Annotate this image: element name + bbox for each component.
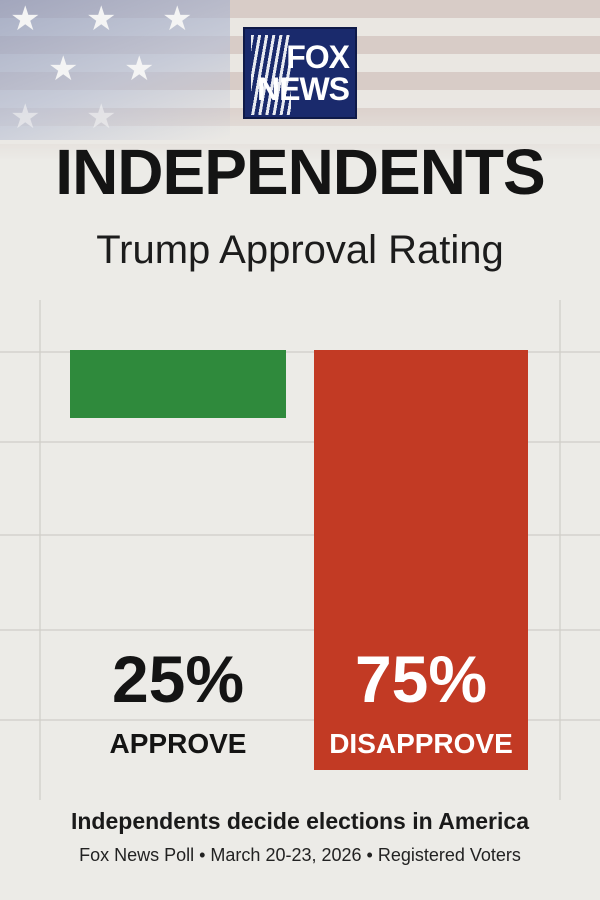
- logo-fox-text: FOX: [286, 39, 350, 75]
- fox-news-logo: FOX NEWS: [243, 27, 357, 119]
- flag-canton: [0, 0, 230, 140]
- category-label-approve: APPROVE: [109, 728, 247, 759]
- logo-news-text: NEWS: [257, 71, 350, 107]
- footer-headline: Independents decide elections in America: [70, 808, 529, 834]
- category-label-disapprove: DISAPPROVE: [329, 728, 513, 759]
- star-icon: ★: [86, 0, 117, 38]
- value-label-disapprove: 75%: [354, 642, 488, 716]
- chart-subtitle: Trump Approval Rating: [96, 228, 504, 272]
- bar-chart: 25% APPROVE 75% DISAPPROVE: [0, 300, 600, 800]
- chart-svg: [0, 300, 600, 800]
- bar-approve: [70, 350, 286, 418]
- star-icon: ★: [124, 50, 155, 88]
- star-icon: ★: [10, 98, 41, 136]
- logo-streaks-icon: [251, 35, 291, 115]
- star-icon: ★: [10, 0, 41, 38]
- chart-title: INDEPENDENTS: [55, 136, 545, 208]
- star-icon: ★: [162, 0, 193, 38]
- value-label-approve: 25%: [111, 642, 245, 716]
- star-icon: ★: [48, 50, 79, 88]
- footer-source: Fox News Poll • March 20-23, 2026 • Regi…: [79, 845, 521, 865]
- star-icon: ★: [86, 98, 117, 136]
- bar-disapprove: [314, 350, 528, 770]
